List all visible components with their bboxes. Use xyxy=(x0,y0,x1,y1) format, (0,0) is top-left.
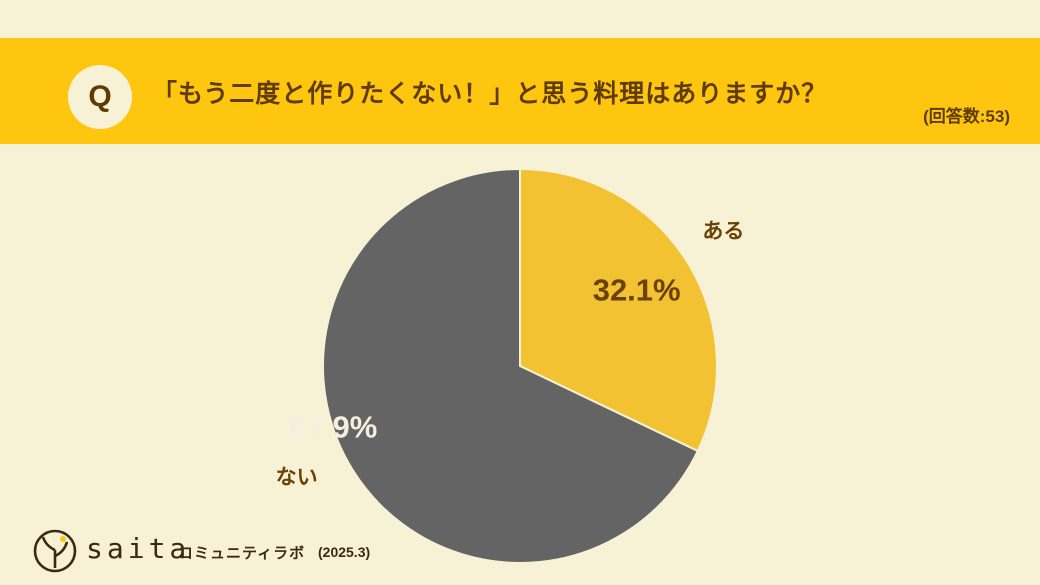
pie-slice-1 xyxy=(519,167,718,453)
header-banner xyxy=(0,38,1040,144)
slice-category-label-1: ある xyxy=(702,219,744,243)
saita-logo-icon xyxy=(33,529,77,573)
brand-name: saita xyxy=(86,532,191,565)
q-badge: Q xyxy=(68,65,132,129)
slice-value-label-1: 32.1% xyxy=(593,273,681,308)
slice-value-label-2: 67.9% xyxy=(289,410,377,445)
respondent-count: (回答数:53) xyxy=(923,107,1010,126)
brand-lab-label: コミュニティラボ xyxy=(178,544,306,562)
slice-category-label-2: ない xyxy=(276,465,318,489)
pie-slice-2 xyxy=(322,167,700,564)
question-title: 「もう二度と作りたくない！」と思う料理はありますか？ xyxy=(152,79,828,108)
survey-date: (2025.3) xyxy=(318,544,371,560)
